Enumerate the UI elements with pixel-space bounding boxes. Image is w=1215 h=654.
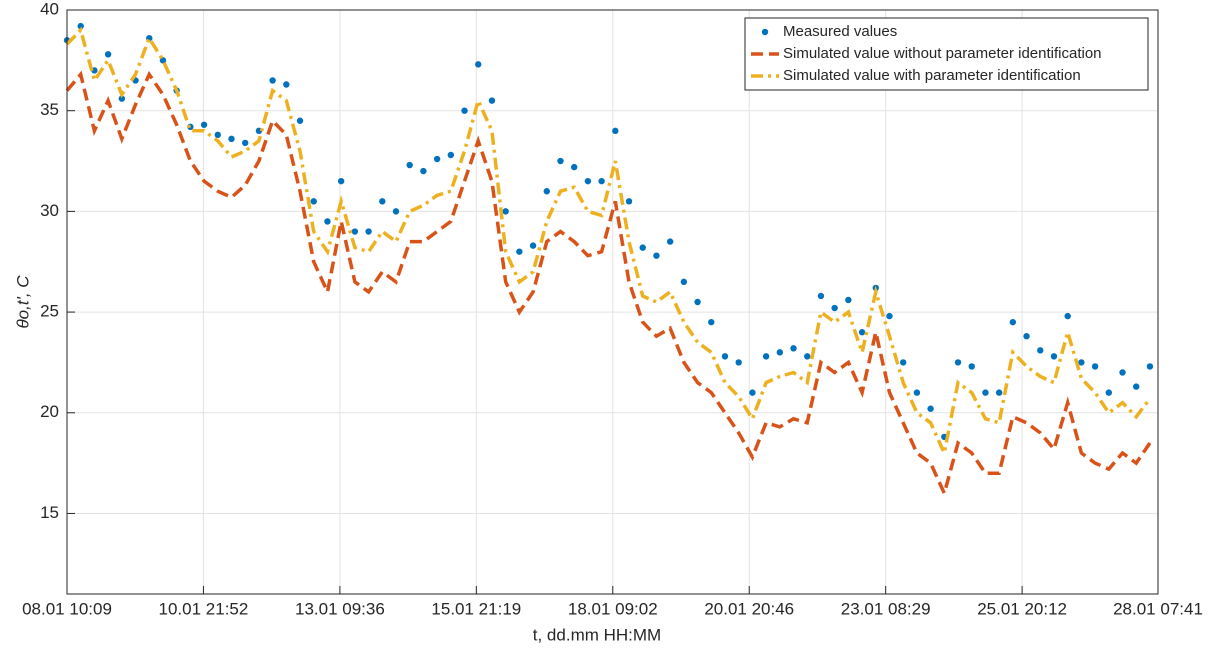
data-point xyxy=(461,107,468,114)
y-tick-label: 15 xyxy=(40,503,59,522)
x-tick-label: 10.01 21:52 xyxy=(159,599,249,618)
data-point xyxy=(584,177,592,185)
x-tick-label: 18.01 09:02 xyxy=(568,599,658,618)
data-point xyxy=(845,296,852,304)
data-point xyxy=(598,177,605,185)
data-point xyxy=(200,121,208,128)
data-point xyxy=(694,298,701,306)
data-point xyxy=(475,61,482,68)
data-point xyxy=(804,353,811,360)
data-point xyxy=(639,244,646,251)
data-point xyxy=(776,349,784,356)
y-tick-label: 40 xyxy=(40,0,59,18)
y-tick-label: 35 xyxy=(40,100,59,119)
x-tick-label: 13.01 09:36 xyxy=(295,599,385,618)
x-tick-label: 23.01 08:29 xyxy=(841,599,931,618)
data-point xyxy=(529,242,537,249)
data-point xyxy=(968,363,975,370)
data-point xyxy=(118,95,126,102)
data-point xyxy=(625,198,633,205)
data-point xyxy=(557,157,564,165)
data-point xyxy=(886,312,893,320)
data-point xyxy=(214,131,221,139)
data-point xyxy=(283,81,290,88)
data-point xyxy=(721,353,729,360)
data-point xyxy=(1009,318,1017,326)
y-tick-label: 20 xyxy=(40,402,59,421)
series-line xyxy=(65,70,1152,499)
data-point xyxy=(1105,389,1113,396)
data-point xyxy=(817,292,825,300)
data-point xyxy=(392,208,400,215)
data-point xyxy=(351,228,359,235)
data-point xyxy=(899,359,907,366)
x-axis-label: t, dd.mm HH:MM xyxy=(533,625,661,644)
series-line xyxy=(65,26,1152,459)
data-point xyxy=(269,77,276,84)
legend-box xyxy=(744,17,1149,91)
legend-marker xyxy=(761,28,769,36)
legend-label: Simulated value without parameter identi… xyxy=(783,45,1102,62)
data-point xyxy=(927,405,934,412)
data-point xyxy=(1037,347,1044,354)
data-point xyxy=(1064,312,1071,320)
data-point xyxy=(1133,383,1140,390)
data-point xyxy=(1023,333,1030,340)
data-point xyxy=(995,389,1003,396)
data-point xyxy=(379,198,386,205)
data-point xyxy=(310,198,317,205)
data-point xyxy=(680,278,688,286)
axes-box xyxy=(66,9,1159,595)
data-point xyxy=(708,318,715,326)
data-point xyxy=(324,218,331,225)
data-point xyxy=(488,97,496,104)
data-point xyxy=(749,389,756,396)
data-point xyxy=(735,359,742,366)
data-point xyxy=(159,57,167,64)
data-point xyxy=(982,389,989,396)
data-point xyxy=(1146,363,1154,370)
data-point xyxy=(77,22,84,30)
legend-label: Simulated value with parameter identific… xyxy=(783,67,1081,84)
data-point xyxy=(502,208,509,215)
data-point xyxy=(913,389,921,396)
data-point xyxy=(666,238,674,245)
y-tick-label: 25 xyxy=(40,302,59,321)
x-tick-label: 20.01 20:46 xyxy=(704,599,794,618)
x-tick-label: 08.01 10:09 xyxy=(22,599,112,618)
x-tick-label: 15.01 21:19 xyxy=(431,599,521,618)
data-point xyxy=(420,167,427,175)
data-point xyxy=(516,248,523,255)
data-point xyxy=(1091,363,1099,370)
data-point xyxy=(365,228,372,235)
data-point xyxy=(242,139,249,147)
data-point xyxy=(653,252,660,259)
data-point xyxy=(1119,369,1126,376)
y-axis-label: θo,t', C xyxy=(13,275,32,329)
data-point xyxy=(858,329,866,336)
data-point xyxy=(447,151,455,159)
data-point xyxy=(104,51,112,58)
x-tick-label: 28.01 07:41 xyxy=(1113,599,1203,618)
y-tick-label: 30 xyxy=(40,201,59,220)
data-point xyxy=(612,127,619,135)
data-point xyxy=(1078,359,1085,366)
data-point xyxy=(1050,353,1058,360)
data-point xyxy=(831,304,838,312)
data-point xyxy=(570,163,578,171)
data-point xyxy=(954,359,962,366)
data-point xyxy=(790,345,797,352)
data-point xyxy=(228,135,235,143)
data-point xyxy=(296,117,304,124)
data-point xyxy=(337,177,345,185)
data-point xyxy=(543,188,550,195)
data-point xyxy=(406,161,413,169)
x-tick-label: 25.01 20:12 xyxy=(977,599,1067,618)
data-point xyxy=(762,353,770,360)
data-point xyxy=(433,155,441,163)
legend-label: Measured values xyxy=(783,23,897,40)
